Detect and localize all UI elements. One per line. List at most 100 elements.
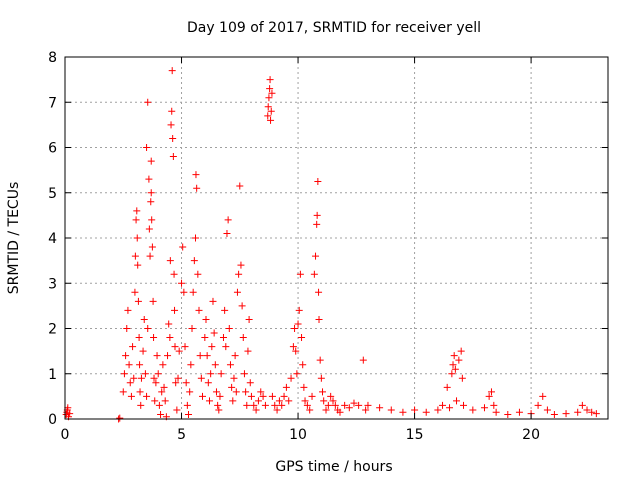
data-point <box>588 408 596 416</box>
data-point <box>140 315 148 323</box>
data-point <box>232 388 240 396</box>
data-point <box>178 279 186 287</box>
data-point <box>174 374 182 382</box>
data-point <box>165 320 173 328</box>
data-point <box>183 401 191 409</box>
data-point <box>422 408 430 416</box>
data-point <box>264 112 272 120</box>
data-point <box>399 408 407 416</box>
data-point <box>492 408 500 416</box>
data-point <box>155 401 163 409</box>
data-point <box>148 216 156 224</box>
data-points <box>62 67 600 423</box>
data-point <box>160 383 168 391</box>
data-point <box>313 211 321 219</box>
data-point <box>198 392 206 400</box>
data-point <box>147 157 155 165</box>
data-point <box>223 229 231 237</box>
data-point <box>446 404 454 412</box>
data-point <box>205 397 213 405</box>
data-point <box>480 404 488 412</box>
data-point <box>458 374 466 382</box>
data-point <box>315 288 323 296</box>
data-point <box>387 406 395 414</box>
data-point <box>171 343 179 351</box>
data-point <box>168 67 176 75</box>
data-point <box>574 408 582 416</box>
data-point <box>578 401 586 409</box>
data-point <box>314 177 322 185</box>
data-point <box>515 408 523 416</box>
data-point <box>583 406 591 414</box>
data-point <box>592 410 600 418</box>
data-point <box>125 361 133 369</box>
data-point <box>261 401 269 409</box>
data-point <box>188 325 196 332</box>
data-point <box>126 379 134 387</box>
data-point <box>210 329 218 337</box>
data-point <box>244 347 252 355</box>
data-point <box>175 347 183 355</box>
data-point <box>450 352 458 360</box>
data-point <box>169 153 177 161</box>
data-point <box>137 401 145 409</box>
data-point <box>267 107 275 115</box>
data-point <box>181 343 189 351</box>
data-point <box>66 410 74 418</box>
data-point <box>280 392 288 400</box>
data-point <box>268 89 276 97</box>
data-point <box>134 297 142 305</box>
data-point <box>487 388 495 396</box>
data-point <box>133 207 141 215</box>
data-point <box>271 401 279 409</box>
data-point <box>139 347 147 355</box>
data-point <box>131 252 139 260</box>
data-point <box>193 184 201 192</box>
data-point <box>310 270 318 278</box>
data-point <box>236 182 244 190</box>
data-point <box>539 392 547 400</box>
data-point <box>133 234 141 242</box>
data-point <box>336 408 344 416</box>
data-point <box>151 397 159 405</box>
data-point <box>150 374 158 382</box>
data-point <box>137 374 145 382</box>
data-point <box>228 383 236 391</box>
data-point <box>313 220 321 228</box>
data-point <box>268 392 276 400</box>
data-point <box>285 397 293 405</box>
data-point <box>238 302 246 310</box>
data-point <box>215 406 223 414</box>
data-point <box>245 315 253 323</box>
data-point <box>166 257 174 265</box>
data-point <box>225 325 233 332</box>
data-point <box>504 410 512 418</box>
data-point <box>229 397 237 405</box>
data-point <box>182 379 190 387</box>
data-point <box>287 374 295 382</box>
data-point <box>179 243 187 251</box>
data-point <box>214 401 222 409</box>
y-tick-label: 8 <box>48 50 57 66</box>
data-point <box>327 392 335 400</box>
data-point <box>145 175 153 183</box>
data-point <box>291 325 299 332</box>
data-point <box>237 261 245 269</box>
data-point <box>129 343 137 351</box>
x-tick-label: 5 <box>177 427 186 443</box>
data-point <box>320 397 328 405</box>
data-point <box>219 334 227 342</box>
data-point <box>136 361 144 369</box>
data-point <box>171 306 179 314</box>
data-point <box>293 370 301 378</box>
data-point <box>187 361 195 369</box>
data-point <box>267 116 275 124</box>
data-point <box>192 234 200 242</box>
y-tick-label: 7 <box>48 95 57 111</box>
data-point <box>448 370 456 378</box>
data-point <box>130 374 138 382</box>
data-point <box>204 379 212 387</box>
data-point <box>282 383 290 391</box>
data-point <box>259 392 267 400</box>
data-point <box>534 401 542 409</box>
